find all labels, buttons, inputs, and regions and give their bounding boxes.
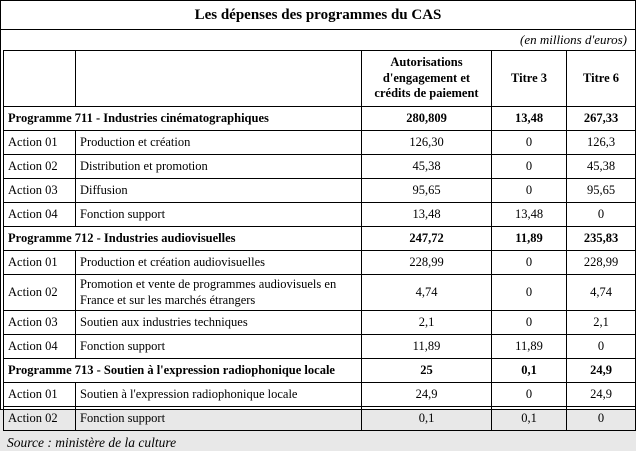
table-row: Action 01 Soutien à l'expression radiopho… <box>3 382 636 408</box>
table-row: Programme 711 - Industries cinématograph… <box>3 105 636 131</box>
value-cell: 0,1 <box>361 406 492 432</box>
unit-note: (en millions d'euros) <box>519 32 627 47</box>
action-code-cell: Action 04 <box>3 201 76 227</box>
action-label-cell: Production et création <box>75 129 362 155</box>
action-code-cell: Action 02 <box>3 153 76 179</box>
value-cell: 24,9 <box>361 382 492 408</box>
action-label-cell: Fonction support <box>75 406 362 432</box>
value-cell: 4,74 <box>566 273 636 312</box>
programme-label-cell: Programme 712 - Industries audiovisuelle… <box>3 225 362 251</box>
action-code-cell: Action 01 <box>3 249 76 275</box>
table-row: Action 02 Fonction support 0,1 0,1 0 <box>3 406 636 432</box>
value-cell: 0 <box>566 334 636 360</box>
table-row: Action 04 Fonction support 13,48 13,48 0 <box>3 201 636 227</box>
value-cell: 228,99 <box>361 249 492 275</box>
value-cell: 95,65 <box>361 177 492 203</box>
value-cell: 0 <box>566 406 636 432</box>
action-code-cell: Action 02 <box>3 273 76 312</box>
value-cell: 0 <box>491 310 567 336</box>
header-titre3: Titre 3 <box>491 50 567 107</box>
action-label-cell: Fonction support <box>75 334 362 360</box>
action-label-cell: Diffusion <box>75 177 362 203</box>
action-code-cell: Action 03 <box>3 310 76 336</box>
value-cell: 24,9 <box>566 382 636 408</box>
value-cell: 24,9 <box>566 358 636 384</box>
table-row: Action 02 Promotion et vente de programme… <box>3 273 636 312</box>
table-row: Action 01 Production et création audiovis… <box>3 249 636 275</box>
value-cell: 11,89 <box>491 225 567 251</box>
value-cell: 0 <box>491 177 567 203</box>
table-row: Programme 713 - Soutien à l'expression r… <box>3 358 636 384</box>
budget-table: Autorisations d'engagement et crédits de… <box>3 50 636 432</box>
programme-label-cell: Programme 711 - Industries cinématograph… <box>3 105 362 131</box>
action-label-cell: Distribution et promotion <box>75 153 362 179</box>
value-cell: 2,1 <box>566 310 636 336</box>
value-cell: 228,99 <box>566 249 636 275</box>
value-cell: 267,33 <box>566 105 636 131</box>
action-label-cell: Production et création audiovisuelles <box>75 249 362 275</box>
corner-cell-label <box>75 50 362 107</box>
value-cell: 235,83 <box>566 225 636 251</box>
action-label-cell: Soutien à l'expression radiophonique loc… <box>75 382 362 408</box>
action-code-cell: Action 01 <box>3 129 76 155</box>
value-cell: 0 <box>491 382 567 408</box>
value-cell: 11,89 <box>491 334 567 360</box>
table-row: Action 03 Diffusion 95,65 0 95,65 <box>3 177 636 203</box>
header-titre6: Titre 6 <box>566 50 636 107</box>
action-code-cell: Action 04 <box>3 334 76 360</box>
value-cell: 95,65 <box>566 177 636 203</box>
action-code-cell: Action 02 <box>3 406 76 432</box>
page-title: Les dépenses des programmes du CAS <box>1 1 635 30</box>
table-row: Action 03 Soutien aux industries techniqu… <box>3 310 636 336</box>
value-cell: 126,30 <box>361 129 492 155</box>
value-cell: 0,1 <box>491 406 567 432</box>
value-cell: 45,38 <box>361 153 492 179</box>
action-label-cell: Soutien aux industries techniques <box>75 310 362 336</box>
value-cell: 2,1 <box>361 310 492 336</box>
value-cell: 4,74 <box>361 273 492 312</box>
value-cell: 0 <box>566 201 636 227</box>
table-row: Action 04 Fonction support 11,89 11,89 0 <box>3 334 636 360</box>
table-row: Action 01 Production et création 126,30 0 12… <box>3 129 636 155</box>
value-cell: 247,72 <box>361 225 492 251</box>
corner-cell-action <box>3 50 76 107</box>
table-row: Action 02 Distribution et promotion 45,38 0… <box>3 153 636 179</box>
value-cell: 280,809 <box>361 105 492 131</box>
table-body: Programme 711 - Industries cinématograph… <box>3 105 636 432</box>
value-cell: 13,48 <box>361 201 492 227</box>
value-cell: 126,3 <box>566 129 636 155</box>
action-label-cell: Promotion et vente de programmes audiovi… <box>75 273 362 312</box>
source-note: Source : ministère de la culture <box>7 435 177 451</box>
header-autorisations: Autorisations d'engagement et crédits de… <box>361 50 492 107</box>
value-cell: 11,89 <box>361 334 492 360</box>
action-code-cell: Action 03 <box>3 177 76 203</box>
value-cell: 13,48 <box>491 201 567 227</box>
value-cell: 45,38 <box>566 153 636 179</box>
table-header-row: Autorisations d'engagement et crédits de… <box>3 50 636 107</box>
action-code-cell: Action 01 <box>3 382 76 408</box>
table-row: Programme 712 - Industries audiovisuelle… <box>3 225 636 251</box>
action-label-cell: Fonction support <box>75 201 362 227</box>
value-cell: 25 <box>361 358 492 384</box>
value-cell: 13,48 <box>491 105 567 131</box>
value-cell: 0 <box>491 273 567 312</box>
programme-label-cell: Programme 713 - Soutien à l'expression r… <box>3 358 362 384</box>
value-cell: 0 <box>491 249 567 275</box>
value-cell: 0 <box>491 153 567 179</box>
value-cell: 0,1 <box>491 358 567 384</box>
value-cell: 0 <box>491 129 567 155</box>
